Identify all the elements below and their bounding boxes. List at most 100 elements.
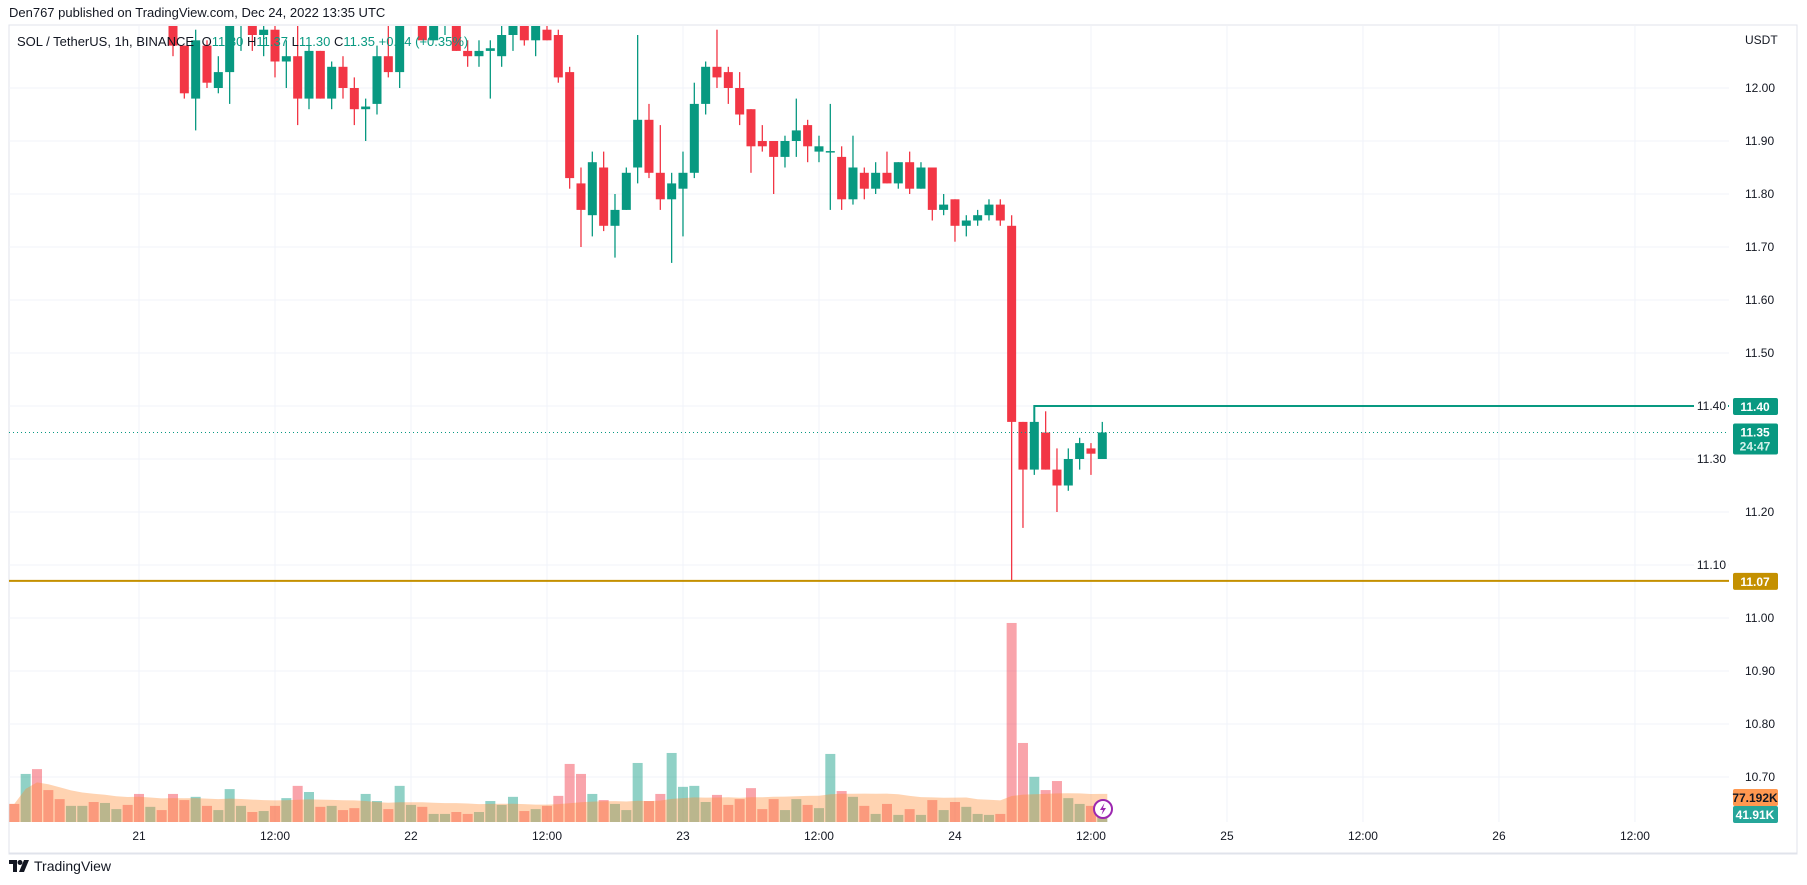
volume-bar	[473, 812, 484, 822]
candle-body	[871, 172, 881, 189]
candle-body	[542, 29, 552, 41]
volume-bar	[995, 813, 1006, 822]
candle	[247, 26, 257, 51]
candle-body	[939, 204, 949, 210]
volume-bar	[439, 813, 450, 822]
volume-bar	[723, 804, 734, 822]
volume-bar	[43, 790, 54, 822]
volume-bar	[451, 812, 462, 822]
candle	[429, 26, 439, 41]
volume-bar	[247, 812, 258, 822]
price-levels	[9, 405, 1729, 582]
volume-bar	[893, 814, 904, 822]
high-label: H	[246, 34, 257, 49]
candle	[168, 26, 178, 57]
candle	[610, 194, 620, 258]
candle	[440, 3, 449, 35]
candle	[939, 194, 949, 216]
candle-body	[1007, 225, 1017, 422]
candle	[1063, 448, 1073, 491]
candle	[259, 26, 269, 57]
tradingview-logo-icon	[9, 860, 29, 872]
candle-body	[803, 125, 813, 147]
price-tick-label: 11.60	[1745, 293, 1774, 307]
resistance-price-label: 11.40	[1740, 400, 1770, 414]
brand-name: TradingView	[34, 858, 112, 874]
symbol-name[interactable]: SOL / TetherUS, 1h, BINANCE	[17, 34, 195, 49]
candle	[191, 29, 201, 131]
volume-bar	[881, 803, 892, 822]
price-tick-backing	[1694, 558, 1728, 573]
candle	[599, 151, 609, 232]
support-price-label: 11.07	[1740, 575, 1770, 589]
volume-bar	[20, 773, 31, 822]
candle	[565, 66, 575, 189]
candle-body	[508, 26, 518, 35]
candle-body	[304, 50, 314, 99]
volume-bar	[553, 795, 564, 822]
volume-bar	[88, 802, 99, 822]
candle	[871, 162, 881, 194]
candle-body	[349, 88, 359, 110]
candle-body	[519, 26, 529, 41]
candle-body	[576, 183, 586, 210]
volume-bar	[621, 810, 632, 822]
candle	[893, 162, 903, 189]
volume-bar	[1063, 798, 1074, 822]
volume-bar	[587, 793, 598, 822]
volume-bars	[9, 622, 1108, 822]
volume-bar	[315, 806, 326, 822]
volume-bar	[394, 785, 405, 822]
published-caption: Den767 published on TradingView.com, Dec…	[9, 5, 386, 20]
volume-bar	[360, 793, 371, 822]
volume-ma-area	[9, 782, 1108, 822]
lightning-icon[interactable]	[1093, 799, 1113, 819]
volume-bar	[609, 803, 620, 822]
candle	[281, 40, 291, 88]
candle	[916, 162, 926, 189]
volume-bar	[258, 811, 269, 822]
candle	[497, 26, 507, 67]
volume-bar	[813, 808, 824, 822]
candle	[1018, 421, 1028, 528]
volume-bar	[847, 796, 858, 822]
candle-body	[1075, 443, 1085, 459]
candle	[633, 35, 643, 184]
price-tick-label: 11.70	[1745, 240, 1774, 254]
candle-body	[621, 172, 631, 210]
candle	[361, 98, 371, 141]
time-axis[interactable]: 21 12:00 22 12:00 23 12:00 24 12:00 25 12:00 26 12:…	[132, 829, 1650, 843]
candle	[327, 61, 337, 110]
candle	[542, 26, 552, 41]
volume-bar	[100, 802, 111, 822]
candle	[791, 98, 801, 157]
volume-bar	[417, 806, 428, 822]
candle	[825, 103, 835, 210]
candle	[372, 45, 382, 115]
candle	[293, 26, 303, 126]
time-tick-label: 12:00	[260, 829, 290, 843]
volume-last-tag	[1733, 806, 1778, 823]
volume-bar	[122, 804, 133, 822]
candle-body	[553, 35, 563, 78]
time-tick-label: 24	[948, 829, 962, 843]
volume-bar	[1074, 803, 1085, 822]
volume-bar	[269, 805, 280, 822]
candle	[689, 82, 699, 179]
price-axis[interactable]: USDT 12.00 11.90 11.80 11.70 11.60 11.50 11.40…	[1694, 33, 1778, 784]
volume-bar	[700, 802, 711, 822]
candle-body	[893, 162, 903, 184]
candle-body	[814, 146, 824, 152]
volume-bar	[791, 799, 802, 822]
candle	[587, 151, 597, 237]
candle-body	[440, 3, 449, 14]
candle	[485, 40, 495, 99]
candle-body	[905, 162, 915, 189]
volume-bar	[77, 805, 88, 822]
candle-body	[984, 204, 994, 216]
candle	[667, 172, 677, 263]
price-tick-label: 11.80	[1745, 187, 1774, 201]
volume-bar	[201, 805, 212, 822]
